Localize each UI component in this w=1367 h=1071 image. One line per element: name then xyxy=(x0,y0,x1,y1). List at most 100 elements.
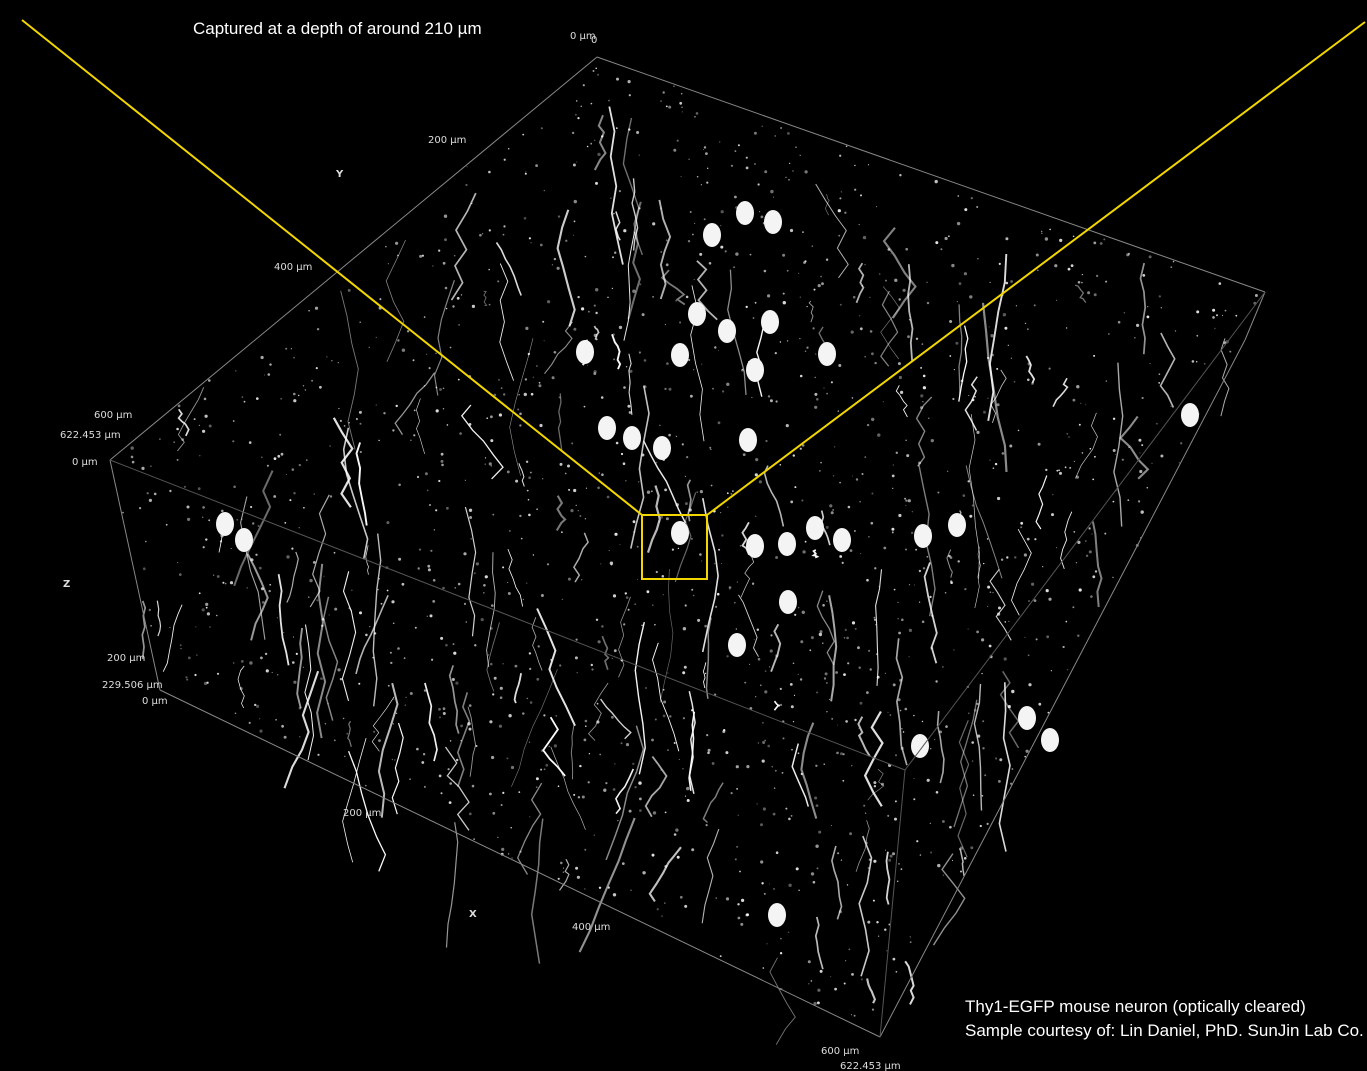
speck xyxy=(851,397,854,399)
speck xyxy=(392,723,394,725)
speck xyxy=(919,854,922,856)
speck xyxy=(576,161,578,163)
speck xyxy=(1065,620,1068,623)
speck xyxy=(438,707,441,711)
dendrite xyxy=(885,851,891,905)
speck xyxy=(1037,269,1039,272)
speck xyxy=(177,562,179,564)
speck xyxy=(875,206,878,208)
zoom-indicator xyxy=(21,19,1366,580)
speck xyxy=(630,889,632,891)
speck xyxy=(1056,469,1059,472)
speck xyxy=(203,397,207,401)
speck xyxy=(984,774,987,777)
speck xyxy=(488,303,491,306)
speck xyxy=(801,444,805,447)
speck xyxy=(755,696,757,698)
speck xyxy=(919,601,921,603)
speck xyxy=(982,747,985,750)
dendrite xyxy=(246,553,269,641)
speck xyxy=(913,714,915,717)
speck xyxy=(424,472,428,476)
speck xyxy=(1138,438,1142,442)
speck xyxy=(1002,313,1007,317)
speck xyxy=(449,782,453,785)
soma xyxy=(598,416,616,440)
speck xyxy=(787,931,790,933)
speck xyxy=(737,903,740,906)
speck xyxy=(864,812,867,814)
speck xyxy=(257,524,260,528)
speck xyxy=(1026,537,1030,541)
speck xyxy=(538,384,542,388)
speck xyxy=(918,569,922,573)
speck xyxy=(256,704,260,709)
speck xyxy=(915,548,917,551)
speck xyxy=(988,644,992,648)
speck xyxy=(953,369,956,371)
speck xyxy=(897,698,901,702)
speck xyxy=(849,832,852,836)
speck xyxy=(612,788,616,791)
speck xyxy=(259,729,263,733)
speck xyxy=(428,367,431,370)
speck xyxy=(899,709,902,712)
speck xyxy=(260,656,263,660)
speck xyxy=(232,420,235,422)
speck xyxy=(427,568,431,572)
speck xyxy=(169,489,172,493)
speck xyxy=(951,859,954,862)
speck xyxy=(740,922,744,926)
speck xyxy=(828,698,830,700)
speck xyxy=(785,176,787,178)
speck xyxy=(710,484,713,487)
speck xyxy=(1160,454,1164,458)
speck xyxy=(680,175,682,178)
speck xyxy=(453,651,457,655)
speck xyxy=(872,899,875,902)
speck xyxy=(920,366,923,369)
speck xyxy=(873,785,877,788)
speck xyxy=(553,257,557,261)
dendrite xyxy=(424,682,438,762)
speck xyxy=(221,509,224,513)
speck xyxy=(560,861,563,865)
speck xyxy=(703,146,707,149)
speck xyxy=(387,263,389,265)
speck xyxy=(679,321,682,324)
speck xyxy=(358,410,362,414)
speck xyxy=(664,387,667,391)
speck xyxy=(846,636,849,640)
speck xyxy=(429,614,433,618)
speck xyxy=(871,417,875,422)
axis-label: 200 µm xyxy=(107,653,145,664)
speck xyxy=(770,634,773,637)
speck xyxy=(867,164,870,166)
speck xyxy=(216,614,218,617)
speck xyxy=(592,70,595,72)
speck xyxy=(208,519,211,522)
speck xyxy=(1196,334,1199,337)
speck xyxy=(1099,242,1103,245)
speck xyxy=(890,253,892,255)
dendrite xyxy=(1011,529,1032,616)
speck xyxy=(839,197,842,200)
speck xyxy=(423,689,427,692)
axis-label: 400 µm xyxy=(274,262,312,273)
speck xyxy=(266,464,269,467)
speck xyxy=(489,792,492,796)
speck xyxy=(1010,782,1013,785)
speck xyxy=(992,592,994,594)
speck xyxy=(726,492,729,495)
speck xyxy=(922,401,924,403)
speck xyxy=(248,441,252,444)
speck xyxy=(948,235,950,237)
speck xyxy=(297,394,300,397)
speck xyxy=(1218,282,1222,285)
speck xyxy=(669,715,672,718)
speck xyxy=(465,621,467,623)
dendrite xyxy=(509,338,534,476)
speck xyxy=(817,284,821,288)
speck xyxy=(248,721,251,725)
speck xyxy=(169,626,171,629)
